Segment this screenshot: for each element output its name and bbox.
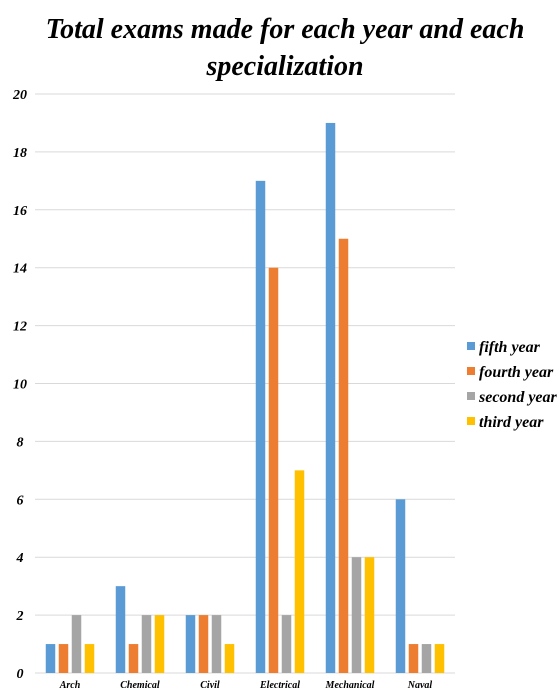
x-category-label: Arch (59, 680, 81, 691)
bar-civil-fourth-year (199, 615, 209, 673)
y-axis-tick-labels: 0 2 4 6 8 10 12 14 16 18 20 (12, 88, 27, 682)
bar-electrical-second-year (282, 615, 292, 673)
bar-naval-second-year (422, 644, 432, 673)
chart-title-line-2: specialization (205, 51, 363, 82)
y-tick-label: 10 (13, 378, 27, 393)
x-category-label: Civil (200, 680, 220, 691)
y-tick-label: 0 (17, 667, 24, 682)
x-category-label: Naval (407, 680, 433, 691)
y-tick-label: 2 (16, 609, 24, 624)
bar-arch-third-year (85, 644, 95, 673)
y-tick-label: 16 (13, 204, 27, 219)
bar-mechanical-third-year (365, 557, 375, 673)
y-tick-label: 4 (16, 551, 24, 566)
bar-electrical-fourth-year (269, 268, 279, 673)
bar-arch-second-year (72, 615, 82, 673)
legend: fifth year fourth year second year third ye… (467, 339, 558, 431)
x-category-label: Chemical (120, 680, 160, 691)
bar-naval-third-year (435, 644, 445, 673)
bar-chemical-third-year (155, 615, 165, 673)
bars (46, 123, 445, 673)
bar-arch-fifth-year (46, 644, 56, 673)
bar-mechanical-second-year (352, 557, 362, 673)
bar-chemical-fourth-year (129, 644, 139, 673)
y-tick-label: 12 (13, 320, 27, 335)
bar-arch-fourth-year (59, 644, 69, 673)
bar-electrical-third-year (295, 470, 305, 673)
y-tick-label: 14 (13, 262, 27, 277)
bar-naval-fourth-year (409, 644, 419, 673)
bar-mechanical-fifth-year (326, 123, 336, 673)
legend-label: fifth year (479, 339, 541, 356)
bar-civil-second-year (212, 615, 222, 673)
bar-chemical-fifth-year (116, 586, 126, 673)
legend-swatch (467, 392, 475, 400)
legend-label: second year (478, 389, 558, 406)
gridlines (35, 94, 455, 673)
legend-swatch (467, 342, 475, 350)
bar-mechanical-fourth-year (339, 239, 349, 673)
bar-naval-fifth-year (396, 499, 406, 673)
legend-swatch (467, 417, 475, 425)
legend-label: third year (479, 414, 544, 431)
bar-civil-third-year (225, 644, 235, 673)
x-axis-category-labels: Arch Chemical Civil Electrical Mechanical Nav… (59, 680, 433, 691)
y-tick-label: 18 (13, 146, 27, 161)
legend-swatch (467, 367, 475, 375)
y-tick-label: 20 (12, 88, 27, 103)
bar-civil-fifth-year (186, 615, 196, 673)
y-tick-label: 8 (17, 435, 24, 450)
bar-electrical-fifth-year (256, 181, 266, 673)
chart-title: Total exams made for each year and each … (46, 14, 525, 82)
legend-label: fourth year (479, 364, 554, 381)
bar-chemical-second-year (142, 615, 152, 673)
x-category-label: Mechanical (325, 680, 375, 691)
x-category-label: Electrical (259, 680, 300, 691)
chart-title-line-1: Total exams made for each year and each (46, 14, 525, 45)
y-tick-label: 6 (17, 493, 24, 508)
